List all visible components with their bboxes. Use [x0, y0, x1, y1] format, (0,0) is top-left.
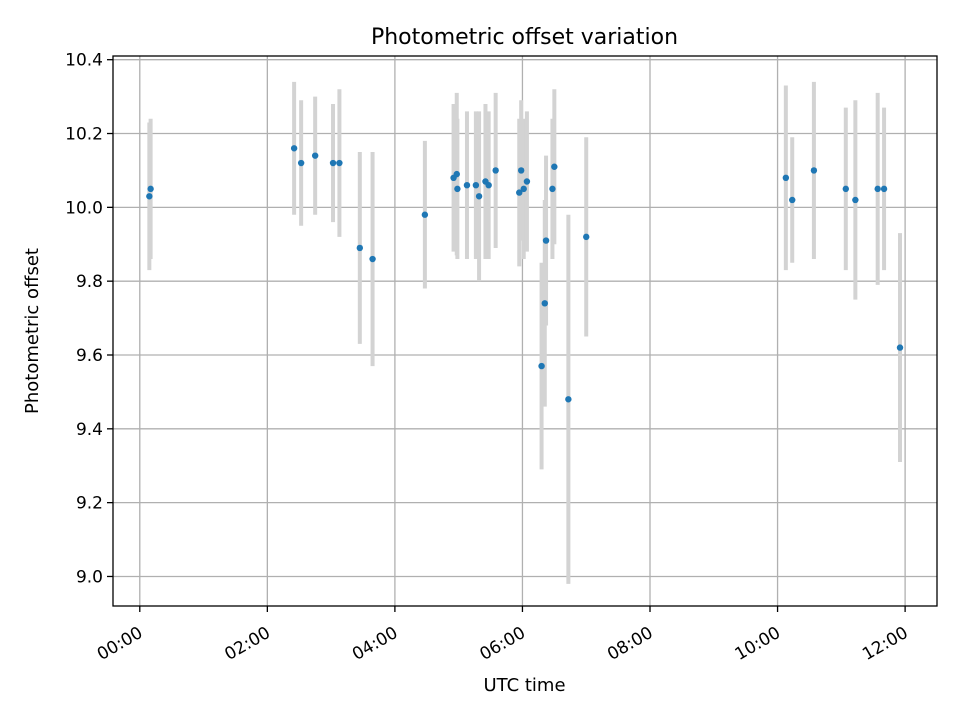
- data-point: [549, 185, 556, 193]
- data-point: [297, 159, 305, 167]
- data-point: [565, 396, 572, 403]
- data-point: [485, 181, 492, 189]
- data-point: [842, 185, 849, 193]
- data-point: [852, 196, 859, 204]
- x-axis-ticks: 00:00 02:00 04:00 06:00 08:00 10:00 12:00: [94, 606, 912, 665]
- data-point: [463, 181, 471, 189]
- data-point: [896, 344, 904, 351]
- y-tick-label: 9.2: [76, 494, 103, 514]
- x-tick-label: 04:00: [349, 623, 401, 665]
- data-point: [789, 196, 796, 204]
- y-tick-label: 9.0: [76, 567, 103, 587]
- y-tick-label: 9.4: [76, 420, 103, 440]
- data-point: [421, 211, 429, 218]
- data-point: [454, 185, 461, 193]
- x-tick-label: 10:00: [732, 623, 784, 665]
- data-point: [874, 185, 881, 193]
- data-point: [290, 145, 298, 152]
- data-point: [336, 159, 343, 167]
- x-axis-label: UTC time: [483, 675, 565, 696]
- data-point: [516, 189, 523, 196]
- y-tick-label: 9.6: [76, 346, 103, 366]
- y-axis-ticks: 9.0 9.2 9.4 9.6 9.8 10.0 10.2 10.4: [65, 51, 113, 587]
- x-tick-label: 02:00: [221, 623, 273, 665]
- data-points: [146, 145, 904, 403]
- data-point: [782, 174, 790, 182]
- y-tick-label: 10.0: [65, 198, 103, 218]
- x-tick-label: 08:00: [604, 623, 656, 665]
- data-point: [311, 152, 319, 159]
- data-point: [356, 244, 364, 252]
- data-point: [551, 163, 558, 170]
- data-point: [523, 178, 531, 185]
- data-point: [146, 193, 153, 200]
- data-point: [538, 362, 545, 370]
- data-point: [492, 167, 499, 174]
- data-point: [147, 185, 154, 193]
- y-tick-label: 9.8: [76, 272, 103, 292]
- data-point: [880, 185, 888, 193]
- data-point: [583, 233, 590, 241]
- y-axis-label: Photometric offset: [22, 248, 43, 414]
- data-point: [542, 237, 550, 244]
- x-tick-label: 12:00: [859, 623, 911, 665]
- y-tick-label: 10.2: [65, 125, 103, 145]
- data-point: [453, 170, 460, 178]
- data-point: [810, 167, 818, 174]
- data-point: [369, 255, 376, 263]
- data-point: [517, 167, 525, 174]
- chart-title: Photometric offset variation: [371, 25, 678, 50]
- data-point: [329, 159, 337, 167]
- data-point: [475, 193, 483, 200]
- error-bars: [147, 81, 903, 584]
- x-tick-label: 06:00: [477, 623, 529, 665]
- y-tick-label: 10.4: [65, 51, 103, 71]
- x-tick-label: 00:00: [94, 623, 146, 665]
- axes-frame: [112, 55, 938, 607]
- data-point: [472, 181, 480, 189]
- data-point: [541, 300, 548, 307]
- data-point: [520, 185, 527, 193]
